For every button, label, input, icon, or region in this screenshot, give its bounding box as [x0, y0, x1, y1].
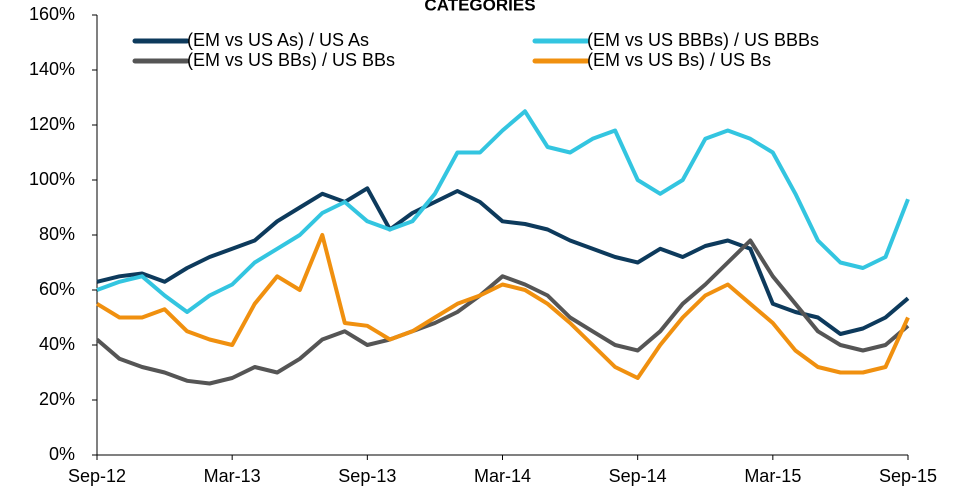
y-tick-label: 40%: [39, 334, 75, 354]
legend-label: (EM vs US BBs) / US BBs: [187, 50, 395, 70]
y-tick-label: 100%: [29, 169, 75, 189]
x-tick-label: Mar-13: [204, 466, 261, 486]
chart-title: CATEGORIES: [424, 0, 535, 14]
y-tick-label: 160%: [29, 4, 75, 24]
y-tick-label: 120%: [29, 114, 75, 134]
y-tick-label: 0%: [49, 444, 75, 464]
y-tick-label: 140%: [29, 59, 75, 79]
x-tick-label: Mar-15: [744, 466, 801, 486]
x-tick-label: Sep-13: [338, 466, 396, 486]
y-tick-label: 80%: [39, 224, 75, 244]
x-tick-label: Mar-14: [474, 466, 531, 486]
series-line: [96, 186, 910, 336]
x-tick-label: Sep-12: [68, 466, 126, 486]
legend-label: (EM vs US As) / US As: [187, 30, 369, 50]
legend-label: (EM vs US BBBs) / US BBBs: [587, 30, 819, 50]
series-line: [95, 233, 910, 380]
y-tick-label: 60%: [39, 279, 75, 299]
x-tick-label: Sep-14: [609, 466, 667, 486]
y-tick-label: 20%: [39, 389, 75, 409]
series-line: [95, 238, 910, 386]
legend-label: (EM vs US Bs) / US Bs: [587, 50, 771, 70]
series-line: [96, 109, 910, 314]
x-tick-label: Sep-15: [879, 466, 937, 486]
